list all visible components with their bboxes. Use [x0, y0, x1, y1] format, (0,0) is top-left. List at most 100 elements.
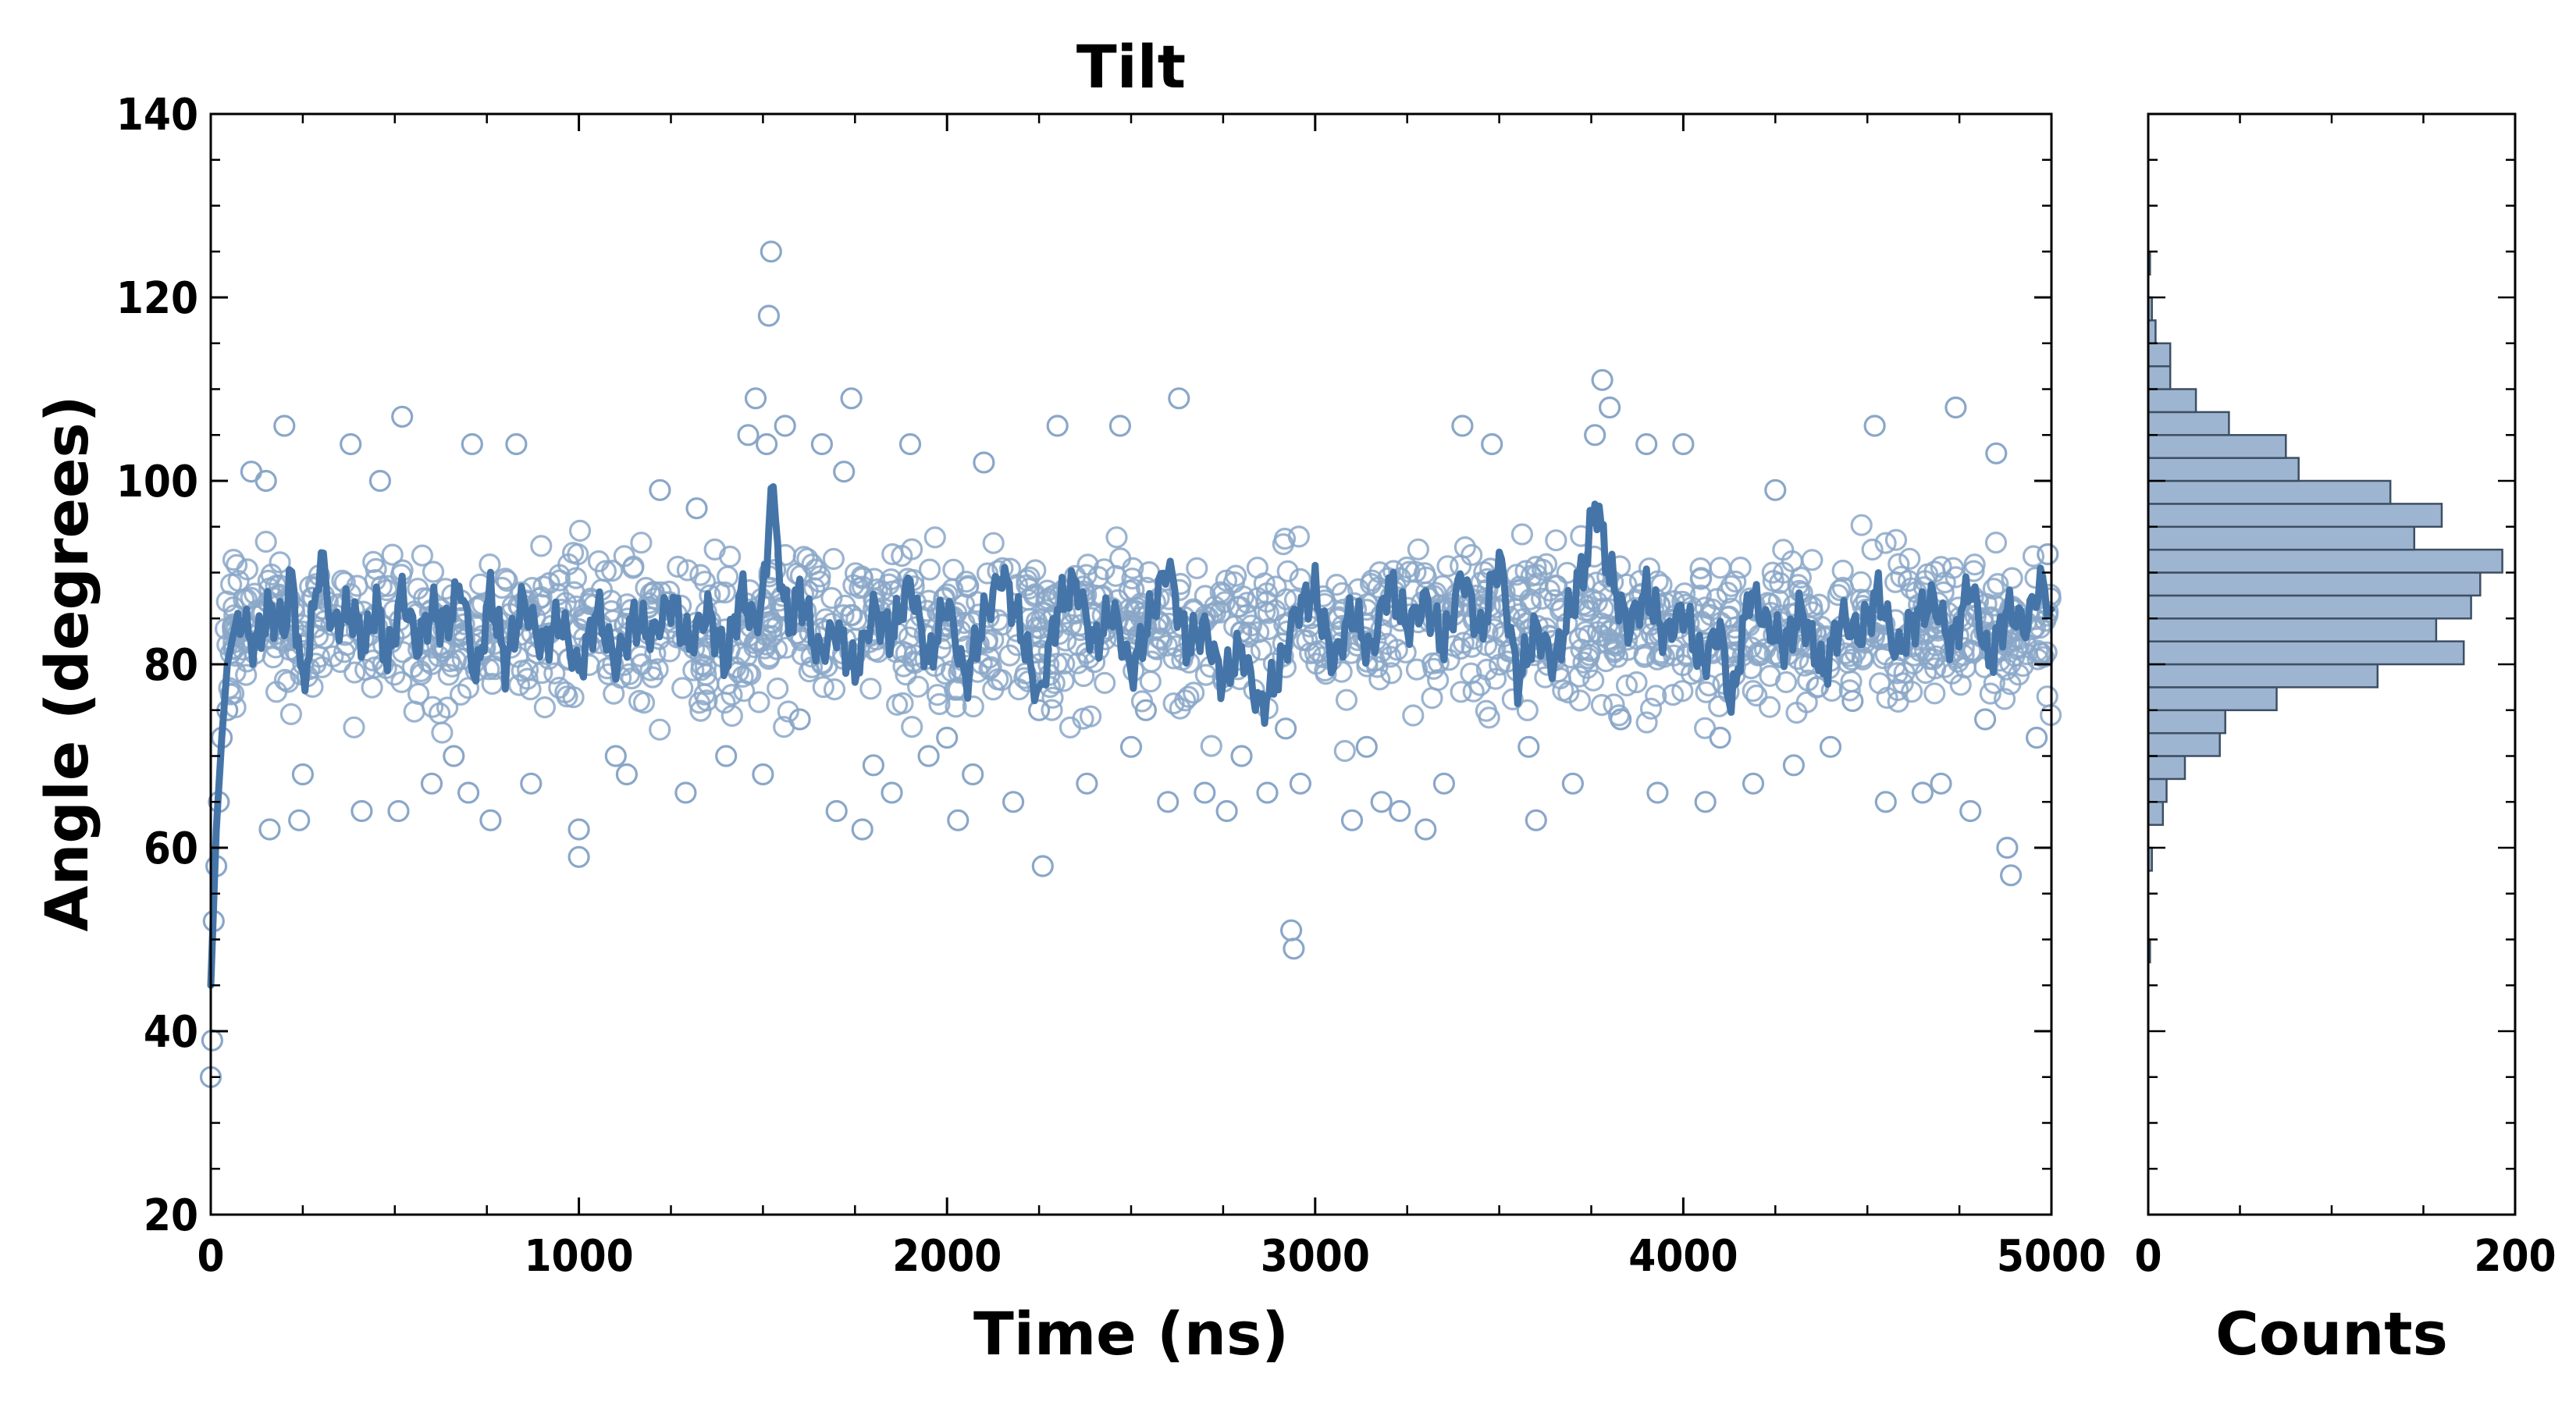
data-point [1650, 574, 1673, 596]
data-point [254, 530, 277, 553]
data-point [720, 683, 743, 706]
data-point [802, 577, 826, 600]
data-point [1279, 919, 1303, 941]
data-point [713, 692, 736, 714]
data-point [801, 553, 824, 576]
data-point [1572, 651, 1595, 674]
data-point [1615, 674, 1638, 697]
data-point [2037, 543, 2059, 566]
histogram-bar [2147, 548, 2503, 574]
data-point [1775, 671, 1798, 694]
x-tick-label: 0 [197, 1231, 224, 1282]
data-point [1887, 690, 1909, 713]
data-point [716, 565, 739, 588]
data-point [587, 550, 610, 573]
histogram-bar [2147, 342, 2172, 368]
data-point [649, 718, 671, 741]
data-point [649, 479, 671, 501]
data-point [1215, 569, 1238, 592]
histogram-bar [2147, 388, 2197, 414]
data-point [1639, 697, 1663, 720]
data-point [1421, 652, 1444, 675]
data-point [1478, 706, 1500, 729]
data-point [641, 666, 664, 688]
data-point [1186, 557, 1208, 580]
data-point [1568, 627, 1591, 650]
data-point [1017, 578, 1041, 600]
data-point [1177, 685, 1200, 708]
data-point [479, 809, 502, 831]
data-point [812, 675, 834, 699]
histogram-bar [2147, 686, 2278, 712]
series-line [207, 483, 2055, 989]
data-point [885, 693, 909, 716]
data-point [1764, 479, 1787, 501]
data-point [810, 432, 834, 456]
data-point [1808, 593, 1831, 616]
histogram-bar [2147, 525, 2416, 551]
data-point [667, 555, 689, 578]
data-point [1838, 679, 1861, 702]
data-point [1959, 799, 1982, 823]
data-point [1914, 639, 1937, 662]
data-point [825, 799, 848, 823]
data-point [457, 781, 480, 804]
data-point [538, 571, 560, 595]
data-point [982, 532, 1005, 554]
data-point [715, 745, 738, 767]
data-point [1232, 585, 1255, 608]
data-point [1984, 531, 2008, 554]
data-point [1497, 640, 1521, 663]
data-point [365, 557, 387, 581]
data-point [1247, 621, 1270, 643]
data-point [1994, 688, 2016, 710]
data-point [507, 674, 531, 696]
data-point [564, 567, 588, 589]
data-point [269, 551, 291, 574]
data-point [1481, 432, 1503, 456]
data-point [774, 415, 796, 437]
data-point [737, 424, 760, 447]
data-point [1797, 669, 1820, 692]
data-point [1501, 688, 1524, 711]
data-point [1961, 639, 1984, 662]
data-point [1421, 687, 1443, 710]
data-point [689, 699, 712, 722]
data-point [1662, 683, 1685, 706]
y-tick-label: 80 [144, 640, 198, 691]
data-point [1453, 535, 1477, 559]
data-point [1782, 754, 1805, 777]
data-point [1315, 663, 1337, 685]
data-point [421, 653, 443, 675]
data-point [2026, 639, 2049, 662]
data-point [520, 772, 543, 795]
data-point [1635, 432, 1658, 456]
histogram-x-label: Counts [2215, 1299, 2448, 1368]
data-point [1633, 643, 1656, 667]
histogram-bars [2147, 251, 2503, 964]
data-point [952, 593, 976, 616]
y-tick-label: 20 [144, 1190, 198, 1241]
data-point [898, 432, 922, 456]
data-point [777, 700, 799, 723]
data-point [1389, 799, 1411, 823]
data-point [1157, 791, 1179, 813]
data-point [568, 519, 592, 543]
data-point [1119, 735, 1143, 758]
data-point [1709, 557, 1731, 579]
data-point [1255, 582, 1279, 605]
data-point [823, 678, 846, 701]
data-point [895, 642, 918, 664]
data-point [1599, 396, 1621, 419]
data-point [226, 553, 248, 576]
data-point [1999, 653, 2022, 675]
data-point [2026, 648, 2049, 671]
data-point [1134, 699, 1158, 721]
data-point [945, 696, 967, 718]
data-point [2000, 864, 2023, 887]
data-point [1762, 570, 1784, 592]
data-point [1194, 781, 1216, 804]
data-point [1985, 442, 2008, 464]
data-point [533, 696, 557, 719]
data-point [2022, 545, 2045, 568]
